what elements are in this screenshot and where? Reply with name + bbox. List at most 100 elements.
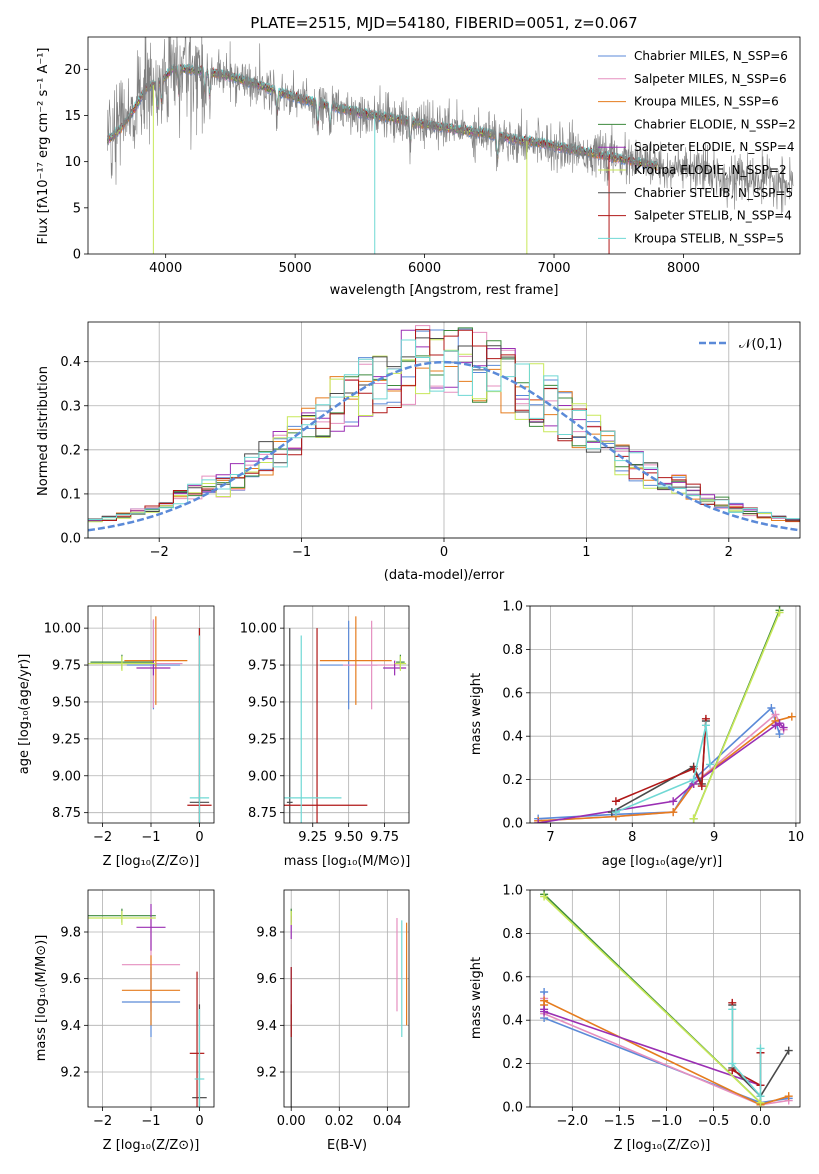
errorbar-salpeter_elodie (383, 660, 407, 676)
axes-frame (283, 889, 410, 1108)
y-tick-label: 0 (73, 248, 81, 263)
plot-area (540, 890, 793, 1107)
weight-marker-salpeter_stelib (697, 782, 706, 791)
x-tick-label: 10 (788, 830, 805, 845)
y-tick-label: 15 (64, 109, 81, 124)
weight-marker-salpeter_elodie (540, 1007, 549, 1016)
y-tick-label: 0.2 (502, 773, 523, 788)
x-tick-label: −2.0 (557, 1114, 589, 1129)
weight-marker-salpeter_elodie (775, 719, 784, 728)
y-tick-label: 9.50 (248, 695, 277, 710)
errorbar-salpeter_elodie (136, 904, 166, 951)
residuals-legend: 𝒩(0,1) (699, 337, 782, 352)
weight-marker-kroupa_miles (787, 712, 796, 721)
y-tick-label: 0.1 (60, 487, 81, 502)
x-tick-label: 9.50 (334, 830, 363, 845)
weight-marker-kroupa_elodie (775, 608, 784, 617)
weight-line-kroupa_stelib (731, 1009, 762, 1099)
x-tick-label: 9.25 (298, 830, 327, 845)
errorbar-kroupa_elodie (88, 656, 156, 671)
y-tick-label: 0.4 (60, 355, 81, 370)
y-tick-label: 0.8 (502, 643, 523, 658)
y-tick-label: 9.8 (256, 926, 277, 941)
weight-age-xlabel: age [log₁₀(age/yr)] (602, 854, 723, 869)
y-tick-label: 9.2 (60, 1066, 81, 1081)
axes: −2 −1 0 1 2 0.0 0.1 0.2 0.3 0.4 (60, 355, 733, 560)
x-tick-label: 8 (628, 830, 636, 845)
x-tick-label: 1 (582, 545, 590, 560)
weight-marker-kroupa_stelib (706, 760, 714, 769)
weight-marker-salpeter_stelib (611, 797, 620, 806)
gridlines (284, 890, 409, 1107)
age-vs-z-panel: −2 −1 0 8.75 9.00 9.25 9.50 9.75 10.00 Z [log₁₀(… (17, 605, 215, 869)
errorbar-salpeter_stelib (189, 971, 205, 1107)
y-tick-label: 9.75 (52, 659, 81, 674)
y-tick-label: 9.4 (256, 1019, 277, 1034)
errorbar-kroupa_stelib (194, 1009, 205, 1107)
y-tick-label: 9.50 (52, 695, 81, 710)
axes-frame (87, 605, 215, 824)
weight-line-kroupa_miles (538, 715, 793, 822)
y-tick-label: 9.25 (52, 732, 81, 747)
y-tick-label: 0.2 (502, 1057, 523, 1072)
x-tick-label: 9 (710, 830, 718, 845)
axes: 7 8 9 10 0.0 0.2 0.4 0.6 0.8 1.0 (502, 600, 804, 846)
spectrum-xlabel: wavelength [Angstrom, rest frame] (330, 283, 559, 298)
x-tick-label: 0.04 (373, 1114, 402, 1129)
legend-label-chabrier_stelib: Chabrier STELIB, N_SSP=5 (634, 186, 793, 200)
axes-frame (283, 605, 410, 824)
gridlines (284, 606, 409, 823)
spectrum-title: PLATE=2515, MJD=54180, FIBERID=0051, z=0… (250, 14, 637, 32)
spectrum-legend: Chabrier MILES, N_SSP=6 Salpeter MILES, N… (598, 49, 796, 245)
plot-area (88, 325, 800, 538)
plot-area (107, 37, 794, 254)
errorbar-salpeter_miles (342, 620, 401, 710)
errorbar-kroupa_stelib (284, 635, 342, 823)
y-tick-label: 10.00 (44, 622, 81, 637)
spectrum-panel: PLATE=2515, MJD=54180, FIBERID=0051, z=0… (36, 14, 801, 298)
x-tick-label: 0 (440, 545, 448, 560)
weight-line-salpeter_stelib (615, 718, 707, 803)
errorbar-salpeter_elodie (136, 660, 171, 676)
x-tick-label: 0 (195, 1114, 203, 1129)
weight-marker-chabrier_miles (767, 703, 776, 712)
observed-spectrum (107, 37, 794, 215)
residuals-xlabel: (data-model)/error (384, 568, 505, 583)
mass-vs-ebv-panel: 0.00 0.02 0.04 9.2 9.4 9.6 9.8 E(B-V) (256, 889, 410, 1153)
y-tick-label: 9.2 (256, 1066, 277, 1081)
x-tick-label: 0.02 (325, 1114, 354, 1129)
x-tick-label: −1 (292, 545, 311, 560)
weight-marker-chabrier_stelib (784, 1046, 793, 1055)
weight-vs-age-panel: 7 8 9 10 0.0 0.2 0.4 0.6 0.8 1.0 age [log₁₀(age/y… (469, 600, 804, 870)
axes-frame (529, 889, 801, 1108)
weight-marker-kroupa_stelib (756, 1092, 765, 1101)
legend-label-kroupa_elodie: Kroupa ELODIE, N_SSP=2 (634, 163, 787, 177)
mass-ebv-xlabel: E(B-V) (327, 1138, 367, 1153)
weight-z-ylabel: mass weight (469, 957, 484, 1039)
x-tick-label: 0.0 (750, 1114, 771, 1129)
weight-marker-chabrier_miles (775, 730, 784, 739)
x-tick-label: −1 (141, 830, 160, 845)
residuals-panel: −2 −1 0 1 2 0.0 0.1 0.2 0.3 0.4 (data-model)/erro… (36, 321, 801, 583)
plot-area (88, 616, 212, 823)
errorbar-kroupa_miles (121, 955, 181, 1026)
normal-curve (88, 360, 800, 532)
weight-marker-kroupa_stelib (728, 1005, 737, 1014)
weight-marker-kroupa_stelib (756, 1044, 765, 1053)
x-tick-label: 4000 (149, 261, 182, 276)
weight-marker-kroupa_stelib (611, 808, 620, 817)
gridlines (88, 606, 214, 823)
y-tick-label: 9.6 (256, 972, 277, 987)
y-tick-label: 0.3 (60, 399, 81, 414)
weight-line-salpeter_stelib (731, 1002, 762, 1087)
y-tick-label: 20 (64, 63, 81, 78)
y-tick-label: 9.8 (60, 926, 81, 941)
age-z-ylabel: age [log₁₀(age/yr)] (17, 654, 32, 775)
weight-marker-salpeter_elodie (779, 723, 788, 732)
x-tick-label: 5000 (279, 261, 312, 276)
axes-frame (87, 889, 215, 1108)
spectrum-ylabel: Flux [fλ10⁻¹⁷ erg cm⁻² s⁻¹ A⁻¹] (36, 48, 51, 245)
errorbar-kroupa_elodie (88, 911, 156, 925)
weight-line-chabrier_miles (538, 706, 781, 820)
axes: 0.00 0.02 0.04 9.2 9.4 9.6 9.8 (256, 926, 402, 1130)
